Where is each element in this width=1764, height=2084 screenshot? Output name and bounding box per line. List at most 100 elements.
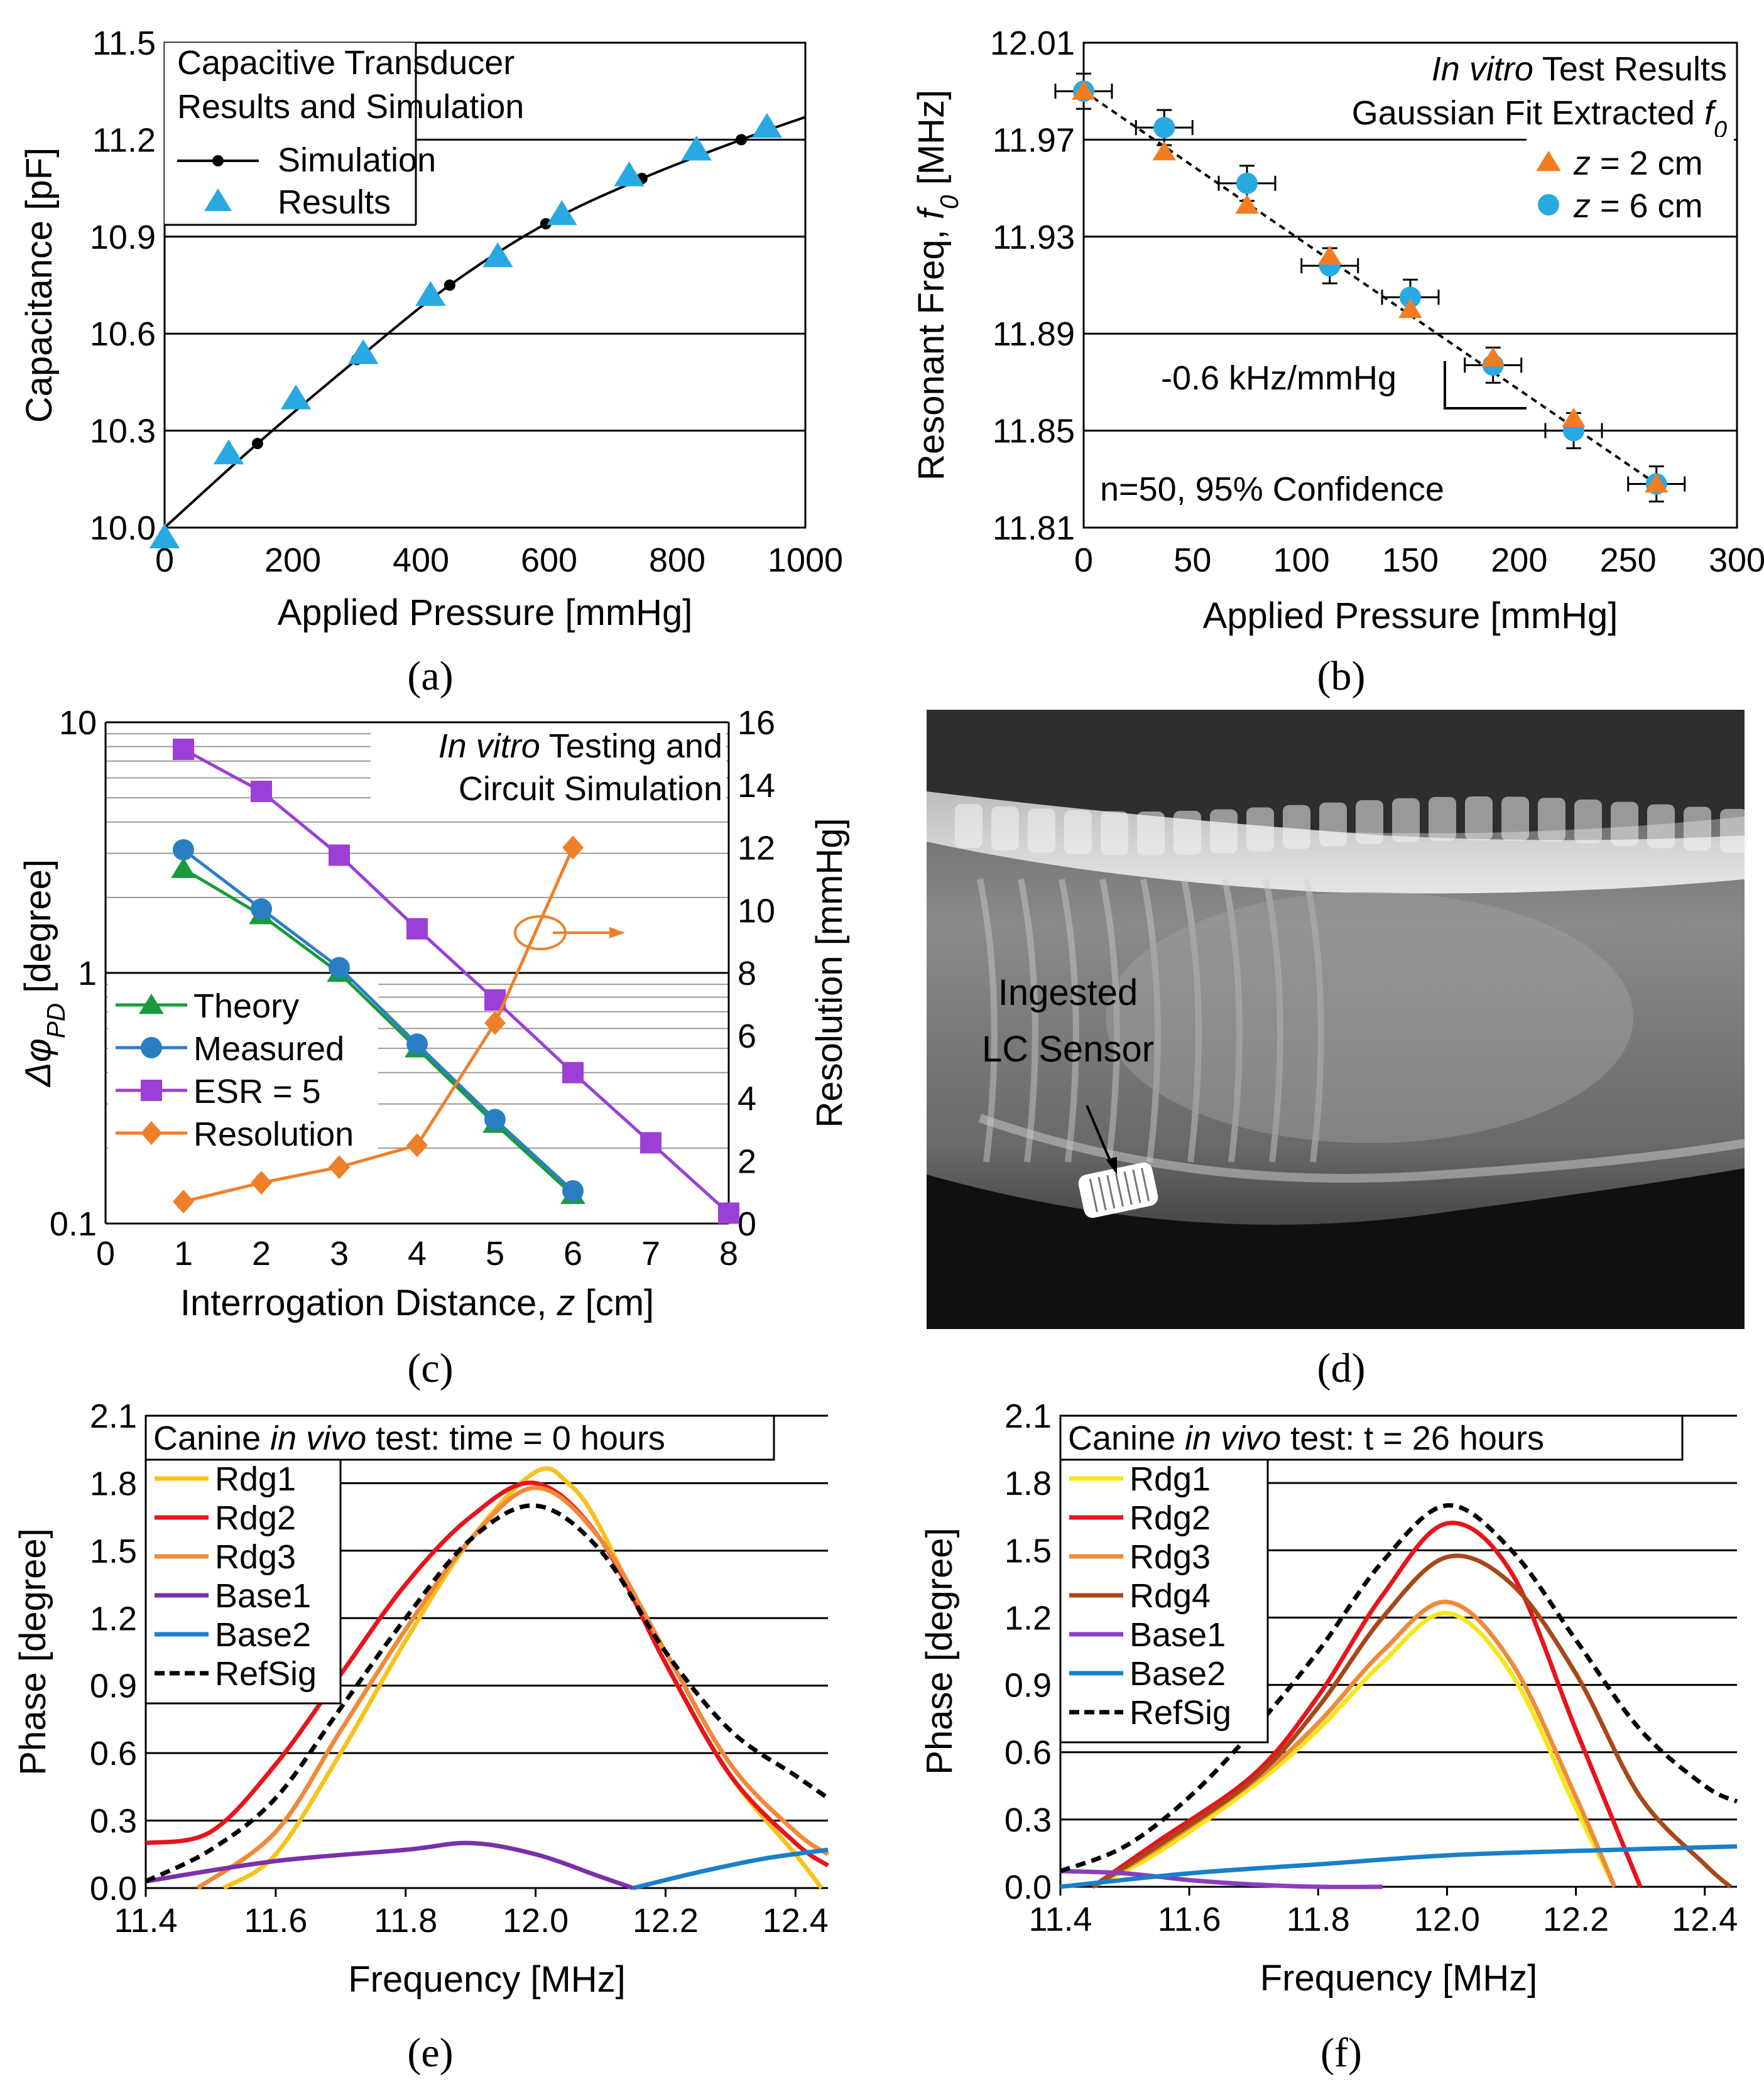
x-tick-label: 800 — [649, 541, 705, 579]
data-point — [251, 898, 272, 920]
data-point-z2 — [1562, 408, 1586, 427]
series-line-base2 — [632, 1847, 829, 1891]
rib — [1181, 879, 1202, 1163]
legend-label: Resolution — [193, 1115, 354, 1153]
x-axis-label: Applied Pressure [mmHg] — [278, 592, 693, 633]
vertebra — [1684, 806, 1711, 851]
lc-sensor — [1078, 1162, 1158, 1218]
vertebra — [1064, 810, 1092, 855]
y2-tick-label: 12 — [738, 830, 775, 867]
legend-marker — [141, 1121, 162, 1145]
y-tick-label: 0.0 — [1004, 1869, 1052, 1906]
y2-tick-label: 4 — [738, 1080, 756, 1118]
arrow-head-icon — [609, 927, 625, 938]
series-line-rdg1 — [1091, 1610, 1617, 1889]
data-point-z2 — [1481, 347, 1505, 367]
body-outline — [978, 1114, 1746, 1183]
series-line-refsig — [144, 1503, 830, 1884]
y-axis-label: Phase [degree] — [13, 1528, 53, 1775]
legend-bg — [165, 43, 416, 225]
series-line-rdg2 — [1091, 1521, 1643, 1889]
x-tick-label: 200 — [1491, 541, 1547, 579]
data-point — [251, 781, 272, 803]
data-point — [718, 1202, 739, 1224]
y-tick-label: 2.1 — [90, 1397, 137, 1435]
title-box — [1059, 1414, 1684, 1461]
x-tick-label: 250 — [1600, 541, 1657, 579]
data-point-z6 — [1400, 286, 1421, 308]
data-point-z2 — [1152, 141, 1176, 161]
data-point — [173, 838, 194, 860]
data-point — [484, 1109, 506, 1131]
y-tick-label: 11.5 — [92, 24, 156, 62]
legend-label: Rdg4 — [1130, 1577, 1211, 1615]
legend-bg — [144, 1458, 342, 1705]
x-tick-label: 12.0 — [1414, 1901, 1480, 1938]
legend-label: Rdg1 — [1130, 1460, 1211, 1498]
y-tick-label: 11.93 — [993, 219, 1075, 256]
vertebra — [955, 804, 983, 848]
data-point-results — [213, 439, 244, 465]
legend-marker — [139, 994, 164, 1014]
x-axis-label: Frequency [MHz] — [348, 1959, 626, 2000]
data-point-z6 — [1153, 117, 1175, 139]
data-point — [406, 1133, 428, 1158]
legend-label: Simulation — [278, 141, 436, 179]
y-tick-label: 12.01 — [990, 24, 1075, 62]
dark-lower — [927, 1168, 1745, 1329]
chart-a: 10.010.310.610.911.211.50 200 400 600 800 100… — [19, 24, 843, 699]
data-point-z2 — [1235, 194, 1259, 214]
legend-label: Rdg3 — [215, 1538, 296, 1576]
x-tick-label: 100 — [1273, 541, 1330, 579]
x-tick-label: 11.8 — [374, 1902, 437, 1940]
y-tick-label: 1.2 — [90, 1600, 137, 1637]
x-tick-label: 11.6 — [244, 1902, 307, 1940]
chart-subtitle: Gaussian Fit Extracted f0 — [1352, 94, 1727, 143]
legend-marker — [1538, 194, 1559, 215]
x-tick-label: 200 — [264, 541, 321, 579]
sensor-coil — [1097, 1176, 1107, 1211]
x-tick-label: 11.4 — [1028, 1901, 1092, 1938]
data-point-z2 — [1318, 245, 1342, 265]
y-tick-label: 1.8 — [1004, 1465, 1052, 1502]
chart-title: In vitro Testing and — [438, 727, 722, 765]
x-tick-label: 5 — [486, 1235, 504, 1273]
chart-title: Canine in vivo test: t = 26 hours — [1068, 1419, 1544, 1457]
legend-marker — [212, 155, 224, 166]
y-tick-label: 10.0 — [90, 509, 156, 547]
data-point-results — [149, 523, 180, 549]
x-axis-label: Interrogation Distance, z [cm] — [180, 1283, 654, 1323]
y-axis-label: Phase [degree] — [919, 1528, 960, 1774]
series-line-rdg4 — [1091, 1553, 1733, 1889]
panel-label: (c) — [407, 1345, 453, 1391]
y-tick-label: 1.2 — [1004, 1599, 1052, 1637]
annotation-bg — [1150, 349, 1426, 399]
data-point — [173, 1190, 194, 1214]
y-tick-label: 11.85 — [993, 413, 1075, 450]
x-tick-label: 4 — [408, 1235, 427, 1273]
x-tick-label: 3 — [330, 1235, 349, 1273]
data-point-z6 — [1236, 172, 1258, 194]
x-tick-label: 11.4 — [114, 1902, 177, 1940]
chart-title: Capacitive Transducer — [177, 44, 514, 82]
legend: z = 2 cm z = 6 cm — [1527, 137, 1734, 231]
legend-label: Rdg1 — [215, 1460, 296, 1498]
vertebra — [1246, 807, 1274, 852]
data-point-simulation — [736, 134, 747, 146]
x-tick-label: 1000 — [768, 541, 843, 579]
legend-label: Base1 — [1130, 1616, 1226, 1654]
x-tick-label: 400 — [393, 541, 449, 579]
y-tick-label: 10.3 — [90, 413, 156, 450]
legend-label: Rdg3 — [1130, 1538, 1211, 1576]
series-line — [182, 867, 574, 1197]
panel-label: (e) — [407, 2030, 453, 2076]
y-axis-label: ΔφPD [degree] — [18, 859, 70, 1088]
pointer-line — [1086, 1105, 1113, 1166]
y2-tick-label: 14 — [738, 767, 775, 805]
data-point-simulation — [540, 218, 552, 230]
data-point-z2 — [1645, 473, 1669, 493]
legend-label: RefSig — [215, 1655, 317, 1693]
y-tick-label: 2.1 — [1004, 1397, 1052, 1435]
